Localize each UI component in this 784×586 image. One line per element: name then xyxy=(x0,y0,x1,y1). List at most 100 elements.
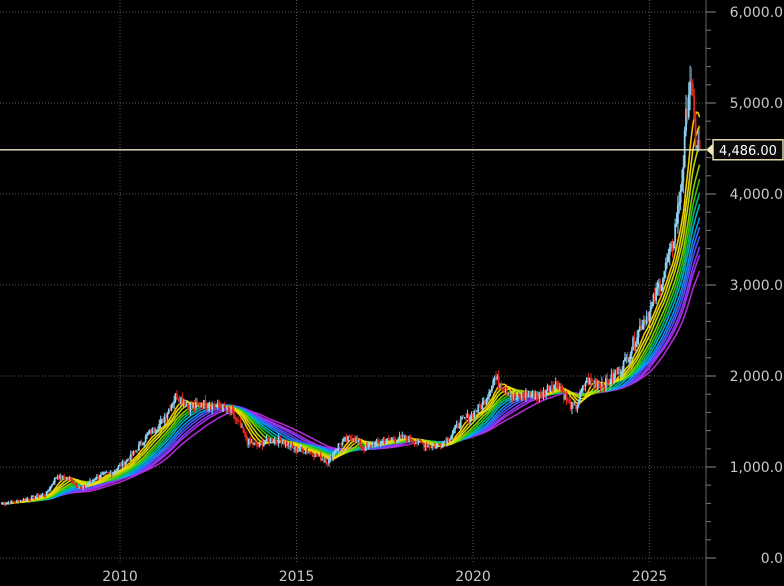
candle-body xyxy=(391,438,394,440)
candle-body xyxy=(219,406,222,409)
candle-body xyxy=(140,441,143,445)
candle-body xyxy=(276,441,279,444)
candle-body xyxy=(83,485,86,487)
candle-body xyxy=(52,483,55,485)
candle-body xyxy=(93,479,95,481)
candle-body xyxy=(653,294,656,301)
candle-body xyxy=(402,435,405,439)
candle-body xyxy=(621,371,624,373)
candle-body xyxy=(451,433,454,437)
candle-body xyxy=(49,485,52,490)
candle-body xyxy=(469,416,472,421)
candle-body xyxy=(360,446,363,448)
candle-body xyxy=(546,385,549,391)
candle-body xyxy=(177,398,180,400)
candle-body xyxy=(560,387,563,391)
candle-body xyxy=(97,476,100,479)
candle-body xyxy=(159,420,162,425)
candle-body xyxy=(693,95,696,118)
candle-body xyxy=(659,283,662,291)
candle-body xyxy=(689,81,692,95)
candle-body xyxy=(414,442,417,445)
candle-body xyxy=(67,478,70,480)
candle-body xyxy=(40,495,43,497)
candle-body xyxy=(507,393,510,395)
candle-body xyxy=(583,385,586,387)
candle-body xyxy=(381,441,383,444)
candle-body xyxy=(605,378,607,389)
candle-body xyxy=(567,400,569,402)
candle-body xyxy=(146,434,148,437)
candle-body xyxy=(533,391,535,400)
candle-body xyxy=(678,202,681,205)
candle-body xyxy=(53,477,56,484)
candle-body xyxy=(535,395,538,397)
y-tick-label: 6,000.0 xyxy=(730,5,783,21)
candle-body xyxy=(250,442,253,444)
candle-body xyxy=(371,444,374,447)
candle-body xyxy=(390,439,393,441)
candle-body xyxy=(558,387,561,390)
candle-body xyxy=(359,439,362,447)
candle-body xyxy=(106,472,109,474)
candle-body xyxy=(565,394,568,401)
candle-body xyxy=(181,397,184,404)
candle-body xyxy=(281,441,284,444)
candle-body xyxy=(586,377,588,383)
candle-body xyxy=(173,400,176,404)
candle-body xyxy=(25,498,28,501)
candle-body xyxy=(592,380,595,384)
candle-body xyxy=(299,447,302,451)
candle-body xyxy=(233,411,235,418)
candle-body xyxy=(543,390,546,396)
candle-body xyxy=(600,382,603,388)
candle-body xyxy=(511,395,514,398)
candle-body xyxy=(463,417,466,419)
candle-body xyxy=(626,357,629,363)
candle-body xyxy=(606,378,609,382)
candle-body xyxy=(212,404,215,407)
candle-body xyxy=(163,417,166,423)
candle-body xyxy=(433,446,436,449)
candle-body xyxy=(300,447,303,450)
candle-body xyxy=(666,262,668,264)
candle-body xyxy=(223,404,226,408)
candle-body xyxy=(64,478,67,480)
candle-body xyxy=(655,287,658,301)
candle-body xyxy=(412,441,415,443)
candle-body xyxy=(541,393,544,397)
candle-body xyxy=(4,503,7,505)
x-tick-label: 2015 xyxy=(279,569,315,585)
candle-body xyxy=(429,447,432,449)
candle-body xyxy=(166,413,169,419)
y-tick-label: 2,000.0 xyxy=(730,369,783,385)
candle-body xyxy=(613,373,615,381)
ma-line-9 xyxy=(1,217,701,505)
candle-body xyxy=(142,444,144,446)
candle-body xyxy=(56,477,59,479)
candle-body xyxy=(257,445,260,447)
candle-body xyxy=(211,404,214,410)
candle-body xyxy=(549,386,552,392)
candle-body xyxy=(352,438,355,440)
candle-body xyxy=(450,436,453,440)
candle-body xyxy=(104,472,106,474)
candle-body xyxy=(617,367,620,374)
candle-body xyxy=(203,399,205,408)
candle-body xyxy=(581,385,584,391)
candle-body xyxy=(60,474,63,479)
candle-body xyxy=(643,319,645,325)
candle-body xyxy=(649,305,652,312)
candle-body xyxy=(264,441,267,444)
candle-body xyxy=(503,390,506,392)
candle-body xyxy=(87,483,90,485)
candle-body xyxy=(125,459,128,463)
candle-body xyxy=(667,254,670,263)
candle-body xyxy=(640,326,643,330)
candle-body xyxy=(196,402,199,404)
candle-body xyxy=(590,378,592,381)
candle-body xyxy=(489,391,492,393)
candle-body xyxy=(670,243,673,248)
candle-body xyxy=(269,438,272,443)
